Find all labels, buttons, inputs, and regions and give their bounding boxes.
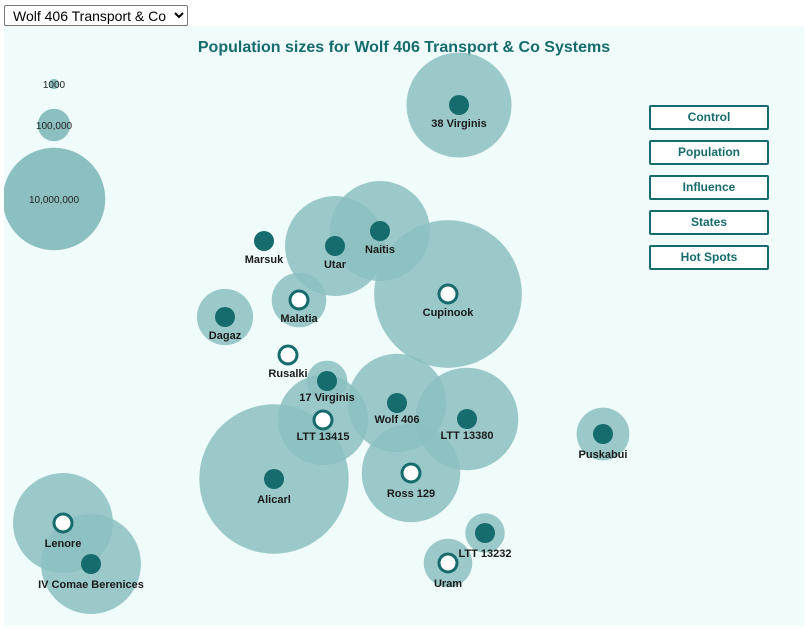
chart-title: Population sizes for Wolf 406 Transport … bbox=[198, 39, 610, 56]
size-legend-circle bbox=[48, 78, 60, 90]
population-button[interactable]: Population bbox=[649, 140, 769, 165]
system-label: Rusalki bbox=[268, 368, 307, 380]
chart-canvas: Population sizes for Wolf 406 Transport … bbox=[4, 39, 630, 614]
influence-button[interactable]: Influence bbox=[649, 175, 769, 200]
controlled-system-marker[interactable] bbox=[81, 554, 101, 574]
size-legend-circle bbox=[4, 147, 106, 251]
controlled-system-marker[interactable] bbox=[449, 95, 469, 115]
system-label: 17 Virginis bbox=[299, 392, 354, 404]
uncontrolled-system-marker[interactable] bbox=[437, 283, 459, 305]
controlled-system-marker[interactable] bbox=[317, 371, 337, 391]
system-label: Malatia bbox=[280, 313, 318, 325]
system-markers: 38 Virginis Marsuk Utar Naitis Cupinook Malat… bbox=[38, 95, 627, 591]
uncontrolled-system-marker[interactable] bbox=[400, 462, 422, 484]
controlled-system-marker[interactable] bbox=[215, 307, 235, 327]
system-label: Wolf 406 bbox=[374, 414, 419, 426]
size-legend-circle bbox=[37, 108, 71, 142]
controlled-system-marker[interactable] bbox=[457, 409, 477, 429]
control-button[interactable]: Control bbox=[649, 105, 769, 130]
system-label: Utar bbox=[324, 259, 347, 271]
system-label: Marsuk bbox=[245, 254, 284, 266]
system-label: 38 Virginis bbox=[431, 118, 486, 130]
system-label: Puskabui bbox=[579, 449, 628, 461]
system-label: Lenore bbox=[45, 538, 82, 550]
states-button[interactable]: States bbox=[649, 210, 769, 235]
uncontrolled-system-marker[interactable] bbox=[277, 344, 299, 366]
uncontrolled-system-marker[interactable] bbox=[288, 289, 310, 311]
system-label: LTT 13415 bbox=[297, 431, 350, 443]
system-label: LTT 13232 bbox=[459, 548, 512, 560]
size-legend-label: 1000 bbox=[43, 80, 66, 91]
system-label: IV Comae Berenices bbox=[38, 579, 144, 591]
system-label: Alicarl bbox=[257, 494, 291, 506]
system-label: Ross 129 bbox=[387, 488, 435, 500]
system-label: LTT 13380 bbox=[441, 430, 494, 442]
hot-spots-button[interactable]: Hot Spots bbox=[649, 245, 769, 270]
controlled-system-marker[interactable] bbox=[475, 523, 495, 543]
uncontrolled-system-marker[interactable] bbox=[52, 512, 74, 534]
system-label: Uram bbox=[434, 578, 462, 590]
controlled-system-marker[interactable] bbox=[370, 221, 390, 241]
controlled-system-marker[interactable] bbox=[254, 231, 274, 251]
system-label: Naitis bbox=[365, 244, 395, 256]
system-label: Dagaz bbox=[209, 330, 242, 342]
controlled-system-marker[interactable] bbox=[325, 236, 345, 256]
controlled-system-marker[interactable] bbox=[593, 424, 613, 444]
controlled-system-marker[interactable] bbox=[387, 393, 407, 413]
uncontrolled-system-marker[interactable] bbox=[437, 552, 459, 574]
controlled-system-marker[interactable] bbox=[264, 469, 284, 489]
uncontrolled-system-marker[interactable] bbox=[312, 409, 334, 431]
population-bubbles bbox=[13, 52, 630, 614]
system-label: Cupinook bbox=[423, 307, 475, 319]
faction-select[interactable]: Wolf 406 Transport & Co bbox=[4, 5, 188, 26]
size-legend-label: 10,000,000 bbox=[29, 195, 79, 206]
size-legend-label: 100,000 bbox=[36, 121, 73, 132]
